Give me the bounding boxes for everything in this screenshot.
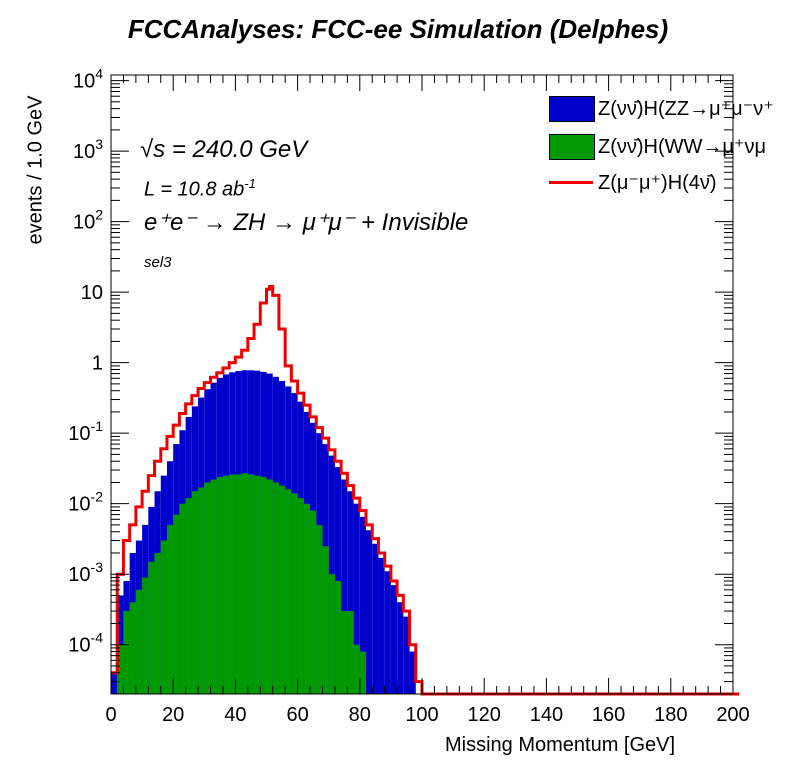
bar-1-33	[316, 524, 323, 694]
series-1	[117, 473, 367, 694]
selection-annotation: sel3	[144, 254, 172, 271]
bar-0-38	[347, 491, 354, 694]
bar-1-31	[303, 503, 311, 694]
legend-label-ww: Z(νν̄)H(WW→μ⁺νμ	[598, 136, 766, 158]
bar-0-39	[353, 503, 360, 694]
y-tick-label-0: 10-4	[68, 630, 103, 657]
x-tick-label-3: 60	[286, 704, 308, 726]
x-tick-label-7: 140	[530, 704, 563, 726]
y-tick-label-7: 103	[73, 136, 103, 163]
x-tick-label-9: 180	[654, 704, 687, 726]
legend-label-4nu: Z(μ⁻μ⁺)H(4ν̄)	[598, 172, 717, 194]
bar-1-15	[204, 482, 211, 694]
series-line-2	[111, 285, 740, 696]
bar-1-17	[216, 476, 223, 694]
bar-1-21	[241, 473, 248, 694]
bar-0-48	[409, 651, 416, 694]
bar-0-41	[366, 530, 373, 694]
y-tick-label-5: 10	[81, 282, 103, 304]
bar-1-26	[272, 482, 279, 694]
bar-1-20	[235, 474, 242, 694]
legend-label-zz: Z(νν̄)H(ZZ→μ⁺μ⁻ν⁺	[598, 98, 774, 120]
luminosity-text: L = 10.8 ab	[144, 178, 245, 201]
bar-0-46	[397, 602, 404, 694]
bar-1-37	[341, 611, 348, 694]
bar-0-37	[341, 479, 348, 694]
bar-1-2	[123, 611, 130, 694]
bar-1-4	[135, 589, 143, 694]
luminosity-annotation: L = 10.8 ab-1	[144, 176, 256, 202]
axes: 0 20 40 60 80 100 120 140 160 180 200 10-4 10-3 10-2 1…	[68, 66, 749, 726]
bar-1-12	[185, 498, 192, 694]
bar-0-45	[390, 585, 398, 694]
bar-1-11	[179, 503, 186, 694]
bar-1-9	[166, 524, 174, 694]
sqrt-s-annotation: √s = 240.0 GeV	[140, 136, 308, 163]
bar-0-43	[378, 557, 385, 694]
bar-1-38	[347, 611, 354, 694]
bar-1-29	[291, 493, 298, 694]
y-axis-title: events / 1.0 GeV	[24, 95, 47, 245]
bar-1-7	[154, 552, 161, 694]
bar-1-13	[191, 491, 199, 694]
bar-1-32	[310, 510, 317, 694]
x-axis-title: Missing Momentum [GeV]	[445, 734, 676, 756]
x-tick-label-4: 80	[349, 704, 371, 726]
bar-0-36	[334, 467, 342, 694]
x-tick-label-6: 120	[468, 704, 501, 726]
x-tick-label-0: 0	[105, 704, 116, 726]
legend-swatch-ww	[549, 134, 595, 160]
y-tick-label-4: 1	[92, 353, 103, 375]
legend-line-4nu	[549, 181, 593, 184]
x-tick-label-10: 200	[716, 704, 749, 726]
y-tick-label-2: 10-2	[68, 489, 103, 516]
bar-1-27	[278, 485, 286, 694]
bar-1-39	[353, 644, 360, 694]
bar-1-8	[160, 540, 167, 694]
bar-1-1	[117, 644, 124, 694]
chart-title: FCCAnalyses: FCC-ee Simulation (Delphes)	[127, 14, 669, 44]
bar-1-23	[254, 475, 261, 694]
x-tick-label-2: 40	[224, 704, 246, 726]
bar-0-44	[384, 571, 391, 694]
bar-1-19	[229, 474, 236, 694]
plot-area	[111, 285, 740, 696]
luminosity-exponent: -1	[244, 176, 256, 191]
bar-1-30	[297, 498, 304, 694]
bar-1-28	[285, 489, 292, 694]
y-tick-label-6: 102	[73, 207, 103, 234]
bar-1-40	[359, 651, 367, 694]
bar-1-24	[260, 476, 267, 694]
bar-1-35	[328, 574, 335, 694]
bar-0-0	[111, 672, 118, 694]
bar-1-10	[173, 514, 180, 694]
bar-1-6	[148, 561, 155, 694]
bar-1-14	[198, 487, 205, 694]
bar-1-22	[247, 474, 255, 694]
x-tick-label-8: 160	[592, 704, 625, 726]
x-tick-label-1: 20	[162, 704, 184, 726]
bar-1-34	[322, 546, 329, 694]
y-tick-label-8: 104	[73, 66, 103, 93]
legend-swatch-zz	[549, 96, 595, 122]
bar-0-42	[372, 543, 379, 694]
bar-0-47	[403, 616, 410, 694]
bar-1-16	[210, 479, 217, 694]
process-annotation: e⁺e⁻ → ZH → μ⁺μ⁻ + Invisible	[144, 209, 469, 236]
bar-1-3	[129, 602, 136, 694]
bar-1-36	[334, 581, 342, 694]
bar-0-40	[359, 516, 367, 694]
bar-1-25	[266, 479, 273, 694]
bar-1-18	[222, 475, 230, 694]
x-tick-label-5: 100	[405, 704, 438, 726]
bar-1-5	[142, 577, 149, 694]
y-tick-label-1: 10-3	[68, 559, 103, 586]
y-tick-label-3: 10-1	[68, 418, 103, 445]
